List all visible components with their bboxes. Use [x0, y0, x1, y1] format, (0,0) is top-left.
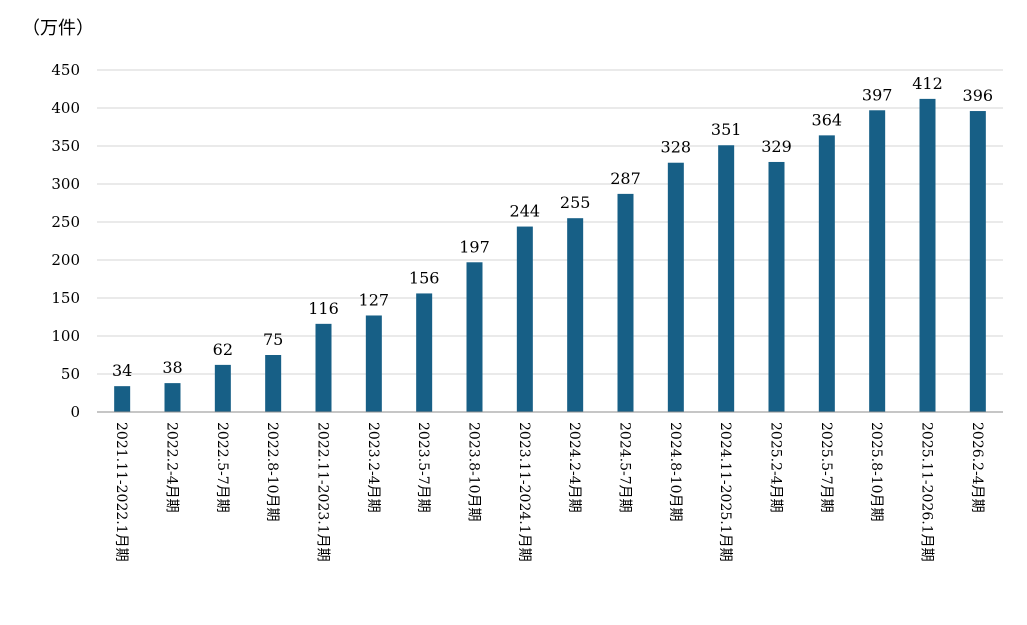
- category-label-14: 2025.2-4月期: [768, 422, 784, 513]
- bar-7: [416, 293, 433, 412]
- category-label-18: 2026.2-4月期: [969, 422, 985, 513]
- gridlines: [97, 69, 1003, 375]
- bar-11: [617, 193, 634, 412]
- category-label-4: 2022.8-10月期: [264, 422, 280, 522]
- category-label-1: 2021.11-2022.1月期: [113, 422, 129, 562]
- y-tick-label-400: 400: [51, 99, 80, 117]
- category-label-5: 2022.11-2023.1月期: [315, 422, 331, 562]
- bar-8: [466, 262, 483, 412]
- data-label-4: 75: [263, 330, 283, 349]
- data-label-16: 397: [862, 85, 893, 104]
- y-unit-label: （万件）: [22, 18, 94, 39]
- bar-10: [567, 218, 584, 412]
- bar-17: [919, 98, 936, 412]
- bar-18: [969, 111, 986, 412]
- category-label-2: 2022.2-4月期: [164, 422, 180, 513]
- data-label-15: 364: [812, 110, 843, 129]
- bar-15: [818, 135, 835, 413]
- bars: [114, 98, 986, 413]
- bar-5: [315, 323, 332, 412]
- category-label-10: 2024.2-4月期: [566, 422, 582, 513]
- bar-2: [164, 383, 181, 412]
- y-tick-label-450: 450: [51, 61, 80, 79]
- category-label-3: 2022.5-7月期: [214, 422, 230, 513]
- y-tick-label-300: 300: [51, 175, 80, 193]
- category-label-7: 2023.5-7月期: [415, 422, 431, 513]
- data-label-12: 328: [661, 138, 692, 157]
- category-label-16: 2025.8-10月期: [868, 422, 884, 522]
- y-tick-label-100: 100: [51, 327, 80, 345]
- category-label-8: 2023.8-10月期: [466, 422, 482, 522]
- data-label-7: 156: [409, 268, 440, 287]
- y-tick-label-0: 0: [70, 403, 80, 421]
- category-label-13: 2024.11-2025.1月期: [717, 422, 733, 562]
- data-label-6: 127: [359, 290, 390, 309]
- data-label-5: 116: [308, 299, 339, 318]
- data-label-14: 329: [761, 137, 792, 156]
- data-labels: 34 38 62 75 116 127 156 197 244 255 287 328 351 329 36…: [112, 74, 993, 380]
- bar-6: [365, 315, 382, 412]
- x-axis-category-labels: 2021.11-2022.1月期 2022.2-4月期 2022.5-7月期 2022…: [113, 422, 985, 562]
- category-label-11: 2024.5-7月期: [617, 422, 633, 513]
- data-label-13: 351: [711, 120, 742, 139]
- bar-12: [667, 162, 684, 412]
- category-label-6: 2023.2-4月期: [365, 422, 381, 513]
- y-tick-label-200: 200: [51, 251, 80, 269]
- data-label-3: 62: [213, 340, 233, 359]
- data-label-17: 412: [912, 74, 943, 93]
- y-tick-label-150: 150: [51, 289, 80, 307]
- data-label-11: 287: [610, 169, 641, 188]
- y-tick-label-350: 350: [51, 137, 80, 155]
- bar-16: [869, 110, 886, 412]
- category-label-15: 2025.5-7月期: [818, 422, 834, 513]
- bar-1: [114, 386, 131, 412]
- bar-14: [768, 161, 785, 412]
- y-axis-ticks: 0 50 100 150 200 250 300 350 400 450: [51, 61, 80, 421]
- bar-13: [718, 145, 735, 413]
- bar-9: [516, 226, 533, 412]
- data-label-8: 197: [459, 237, 490, 256]
- bar-4: [265, 355, 282, 412]
- data-label-10: 255: [560, 193, 591, 212]
- y-tick-label-50: 50: [61, 365, 80, 383]
- data-label-1: 34: [112, 361, 132, 380]
- category-label-9: 2023.11-2024.1月期: [516, 422, 532, 562]
- y-tick-label-250: 250: [51, 213, 80, 231]
- category-label-12: 2024.8-10月期: [667, 422, 683, 522]
- data-label-18: 396: [963, 86, 994, 105]
- data-label-9: 244: [510, 202, 541, 221]
- bar-3: [214, 364, 231, 412]
- data-label-2: 38: [162, 358, 182, 377]
- category-label-17: 2025.11-2026.1月期: [919, 422, 935, 562]
